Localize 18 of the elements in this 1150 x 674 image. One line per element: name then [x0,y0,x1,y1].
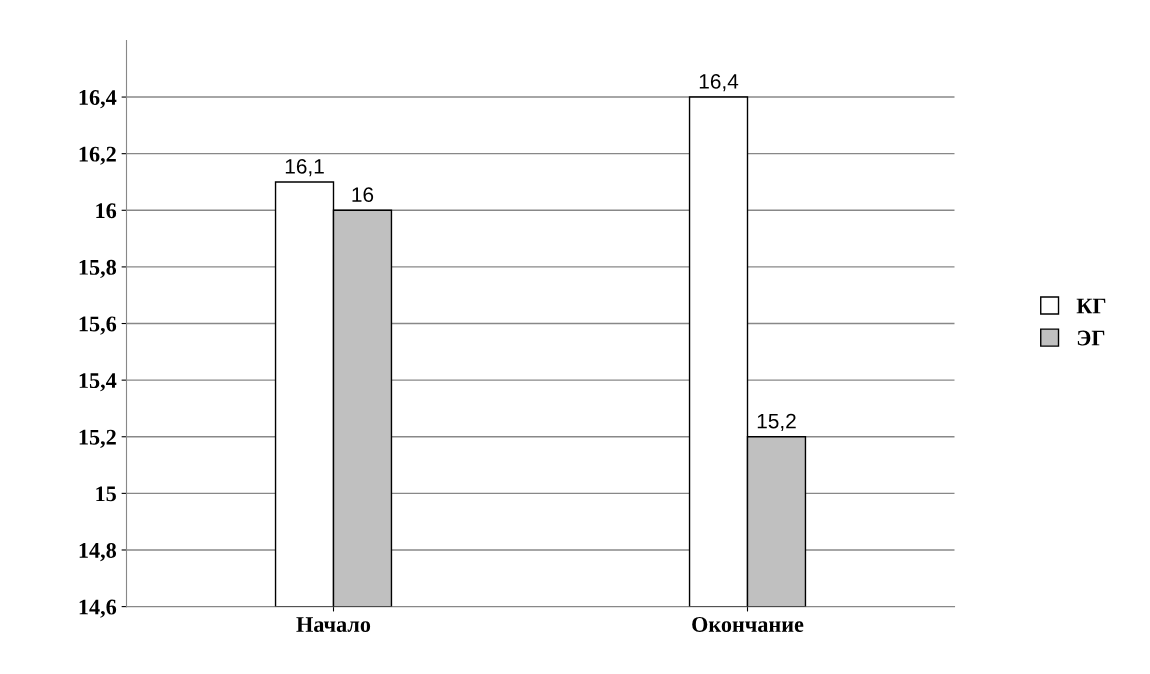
data-label: 16,1 [285,158,324,177]
y-tick-label: 16 [96,203,117,219]
y-tick-label: 14,6 [79,599,117,618]
data-label: 16 [352,187,374,202]
y-tick-label: 15 [96,486,116,502]
y-tick-label: 14,8 [79,542,117,562]
x-tick-label: Начало [296,617,371,632]
y-tick-label: 15,8 [79,259,117,279]
x-tick-label: Окончание [692,617,804,632]
y-tick-label: 15,4 [79,373,117,392]
data-label: 16,4 [699,74,739,92]
legend-label: КГ [1076,298,1106,314]
y-tick-label: 16,2 [79,146,116,165]
legend-label: ЭГ [1077,330,1105,346]
y-tick-label: 15,2 [79,429,116,448]
y-tick-label: 16,4 [79,90,117,109]
data-label: 15,2 [757,413,796,431]
y-tick-label: 15,6 [79,316,117,335]
